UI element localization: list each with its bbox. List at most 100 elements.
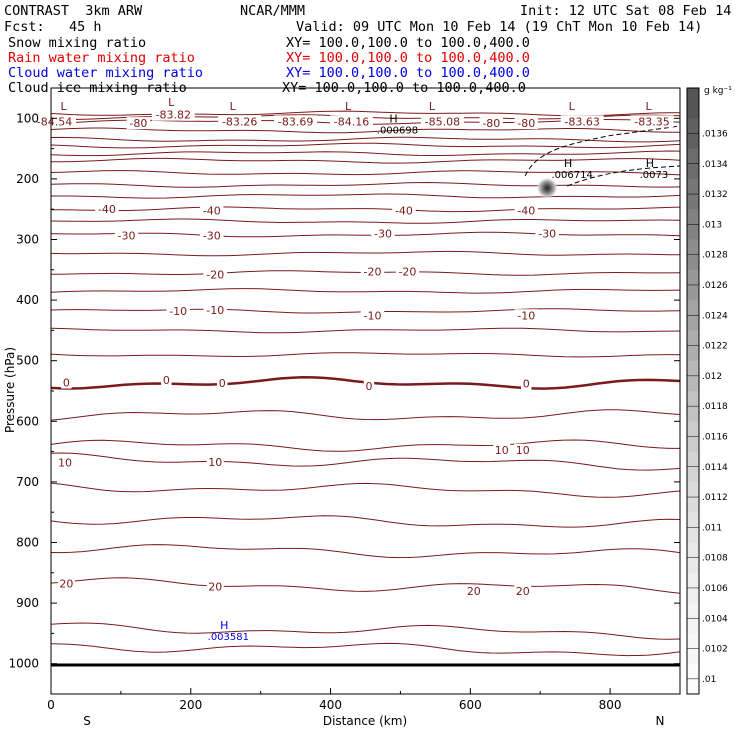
y-tick-label: 100 <box>16 111 39 125</box>
temperature-label-bg <box>330 115 374 128</box>
temperature-label: 0 <box>163 374 170 387</box>
temperature-label-bg <box>274 115 318 128</box>
extremum-mark: L <box>61 100 68 113</box>
colorbar-tick-label: .0112 <box>702 493 728 503</box>
temperature-label: 10 <box>58 457 72 470</box>
temperature-label-bg <box>32 115 76 128</box>
temperature-label: -80 <box>482 117 500 130</box>
temperature-label: -80 <box>129 117 147 130</box>
x-axis-label: Distance (km) <box>323 714 407 728</box>
colorbar-tick-label: .0122 <box>702 342 728 352</box>
temperature-label: 0 <box>219 377 226 390</box>
temperature-label-bg <box>161 374 172 387</box>
field-snow-xy: XY= 100.0,100.0 to 100.0,400.0 <box>286 35 530 51</box>
extremum-mark: L <box>645 100 652 113</box>
temperature-label-bg <box>199 204 224 217</box>
temperature-label-bg <box>493 443 511 456</box>
colorbar-unit: g kg⁻¹ <box>704 86 732 96</box>
temperature-label-bg <box>479 117 504 130</box>
temperature-label: -40 <box>395 204 413 217</box>
colorbar-tick-label: .013 <box>702 220 722 230</box>
temperature-label-bg <box>514 309 538 322</box>
x-tick-label: 600 <box>459 698 482 712</box>
temperature-label: -84.54 <box>37 115 72 128</box>
field-rain-xy: XY= 100.0,100.0 to 100.0,400.0 <box>286 50 530 66</box>
temperature-contour <box>50 352 681 358</box>
temperature-label: 10 <box>208 456 222 469</box>
extremum-mark: H <box>220 619 228 632</box>
temperature-contour <box>50 622 681 640</box>
temperature-label: -40 <box>517 204 535 217</box>
extremum-mark: H <box>389 113 397 126</box>
temperature-label-bg <box>61 376 72 389</box>
temperature-label-bg <box>57 577 75 590</box>
temperature-label: 10 <box>495 444 509 457</box>
temperature-label-bg <box>420 115 464 128</box>
temperature-contour <box>50 327 681 334</box>
temperature-label: -30 <box>203 229 221 242</box>
colorbar-tick-label: .012 <box>702 372 722 382</box>
colorbar-swatch <box>687 633 699 665</box>
field-rain-label: Rain water mixing ratio <box>8 50 195 66</box>
colorbar-tick-label: .011 <box>702 523 722 533</box>
x-tick-label: 800 <box>599 698 622 712</box>
temperature-label-bg <box>203 268 227 281</box>
extremum-mark: L <box>345 100 352 113</box>
colorbar-swatch <box>687 88 699 119</box>
temperature-contour <box>50 181 681 188</box>
temperature-label: 20 <box>59 578 73 591</box>
temperature-contour <box>50 136 681 143</box>
contour-labels: -84.54 -80 -83.82 -83.26 -83.69 -84.16 -85.08 -… <box>32 108 674 598</box>
cloud-outline <box>524 125 681 187</box>
y-tick-label: 1000 <box>8 657 39 671</box>
colorbar-swatch <box>687 118 699 150</box>
temperature-label: -83.69 <box>278 115 313 128</box>
colorbar-tick-label: .01 <box>702 675 716 685</box>
temperature-label: -80 <box>517 117 535 130</box>
colorbar-tick-label: .0102 <box>702 645 728 655</box>
colorbar-tick-label: .0132 <box>702 190 728 200</box>
temperature-label: -40 <box>203 204 221 217</box>
extremum-mark: L <box>429 100 436 113</box>
field-cloudwater-label: Cloud water mixing ratio <box>8 65 204 81</box>
temperature-contour <box>50 577 681 594</box>
extremum-value: .003581 <box>208 632 249 643</box>
y-tick-label: 500 <box>16 354 39 368</box>
colorbar-tick-label: .0108 <box>702 554 728 564</box>
x-axis: 0 200 400 600 800 <box>47 688 622 712</box>
y-axis-label: Pressure (hPa) <box>3 347 17 433</box>
temperature-label-bg <box>114 229 139 242</box>
cloud-region <box>524 125 681 199</box>
x-tick-label: 200 <box>179 698 202 712</box>
extremum-value: .006714 <box>551 170 592 181</box>
cloud-peak-shading <box>536 176 559 199</box>
temperature-label-bg <box>514 204 538 217</box>
extremum-mark: L <box>569 100 576 113</box>
temperature-label-bg <box>535 227 559 240</box>
extremum-value: .0073 <box>640 170 669 181</box>
temperature-label: 10 <box>516 444 530 457</box>
temperature-label-bg <box>203 303 227 316</box>
temperature-label: -83.63 <box>564 115 599 128</box>
temperature-label: -10 <box>169 305 187 318</box>
temperature-label-bg <box>151 108 195 121</box>
y-tick-label: 300 <box>16 233 39 247</box>
temperature-label-bg <box>218 115 262 128</box>
x-tick-label: 400 <box>319 698 342 712</box>
temperature-label: -85.08 <box>425 115 460 128</box>
temperature-label-bg <box>560 115 604 128</box>
x-tick-label: 0 <box>47 698 55 712</box>
temperature-label-bg <box>395 265 420 278</box>
temperature-label: 0 <box>523 378 530 391</box>
temperature-contour <box>50 409 681 421</box>
temperature-label: 20 <box>516 585 530 598</box>
temperature-label-bg <box>514 117 538 130</box>
valid-time: Valid: 09 UTC Mon 10 Feb 14 (19 ChT Mon … <box>296 19 703 35</box>
temperature-contour <box>51 157 681 164</box>
temperature-contour <box>50 250 681 257</box>
temperature-label-bg <box>166 305 190 318</box>
temperature-label: 0 <box>63 377 70 390</box>
temperature-label: -30 <box>374 227 392 240</box>
temperature-label: -40 <box>98 203 116 216</box>
